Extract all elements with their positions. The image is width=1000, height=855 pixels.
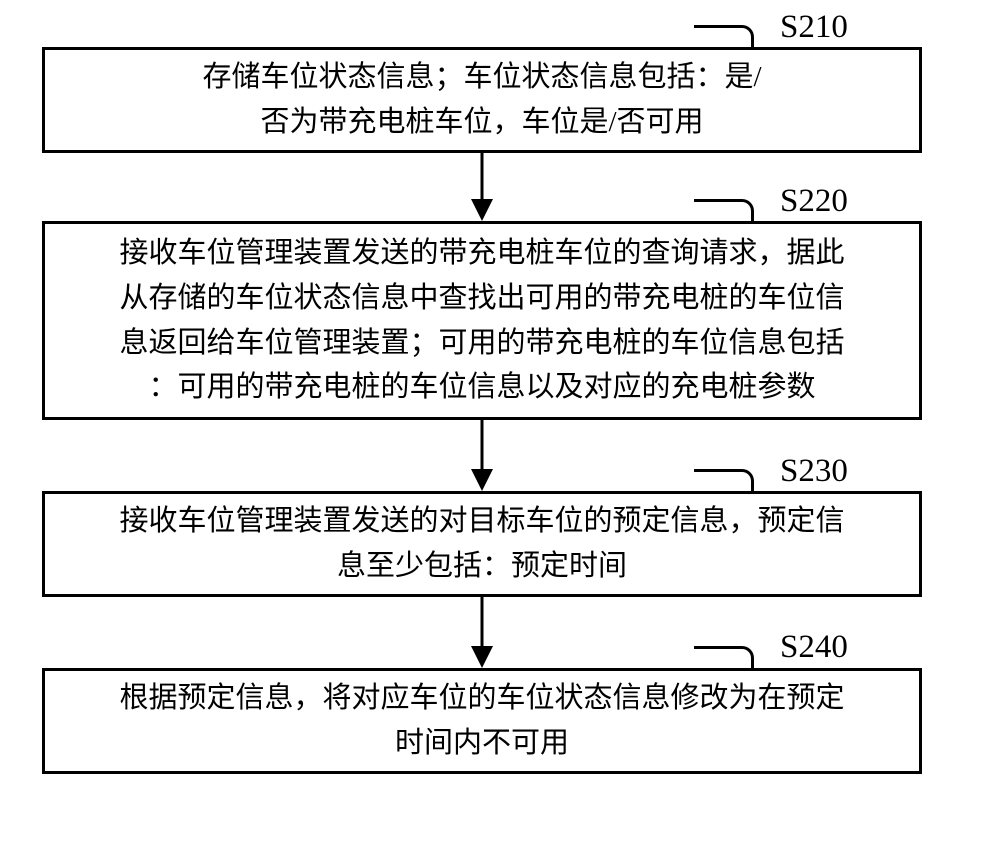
step-label-s220: S220 xyxy=(780,183,848,220)
step-text-s220: 接收车位管理装置发送的带充电桩车位的查询请求，据此从存储的车位状态信息中查找出可… xyxy=(119,231,844,411)
arrow-line-2 xyxy=(481,420,484,469)
arrow-head-1 xyxy=(471,199,493,221)
callout-s240 xyxy=(694,646,754,670)
step-label-s210: S210 xyxy=(780,9,848,46)
step-box-s230: 接收车位管理装置发送的对目标车位的预定信息，预定信息至少包括：预定时间 xyxy=(42,491,922,597)
callout-s210 xyxy=(694,25,754,49)
step-box-s210: 存储车位状态信息；车位状态信息包括：是/否为带充电桩车位，车位是/否可用 xyxy=(42,47,922,153)
callout-s230 xyxy=(694,469,754,493)
flowchart-container: S210 存储车位状态信息；车位状态信息包括：是/否为带充电桩车位，车位是/否可… xyxy=(0,0,1000,855)
step-label-s230: S230 xyxy=(780,453,848,490)
step-box-s240: 根据预定信息，将对应车位的车位状态信息修改为在预定时间内不可用 xyxy=(42,668,922,774)
callout-s220 xyxy=(694,199,754,223)
arrow-head-3 xyxy=(471,646,493,668)
step-label-s240: S240 xyxy=(780,629,848,666)
arrow-line-1 xyxy=(481,153,484,199)
step-box-s220: 接收车位管理装置发送的带充电桩车位的查询请求，据此从存储的车位状态信息中查找出可… xyxy=(42,221,922,420)
step-text-s230: 接收车位管理装置发送的对目标车位的预定信息，预定信息至少包括：预定时间 xyxy=(119,499,844,589)
step-text-s210: 存储车位状态信息；车位状态信息包括：是/否为带充电桩车位，车位是/否可用 xyxy=(202,55,761,145)
arrow-head-2 xyxy=(471,469,493,491)
arrow-line-3 xyxy=(481,597,484,646)
step-text-s240: 根据预定信息，将对应车位的车位状态信息修改为在预定时间内不可用 xyxy=(119,676,844,766)
